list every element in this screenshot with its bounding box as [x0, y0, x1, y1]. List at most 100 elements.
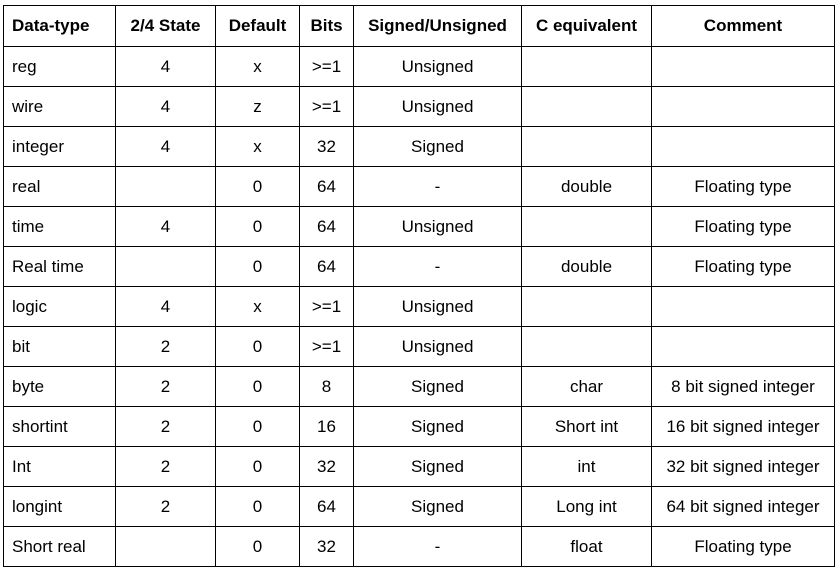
table-row: byte 2 0 8 Signed char 8 bit signed integer	[3, 366, 835, 407]
cell-comment: 64 bit signed integer	[651, 486, 835, 527]
cell-signed-unsigned: Signed	[353, 486, 522, 527]
cell-bits: 32	[299, 446, 354, 487]
table-row: logic 4 x >=1 Unsigned	[3, 286, 835, 327]
cell-comment	[651, 86, 835, 127]
cell-bits: >=1	[299, 86, 354, 127]
cell-comment: Floating type	[651, 246, 835, 287]
cell-signed-unsigned: Signed	[353, 126, 522, 167]
cell-default: z	[215, 86, 300, 127]
table-row: time 4 0 64 Unsigned Floating type	[3, 206, 835, 247]
cell-c-equivalent: char	[521, 366, 652, 407]
cell-state: 4	[115, 46, 216, 87]
cell-comment	[651, 126, 835, 167]
table-header-row: Data-type 2/4 State Default Bits Signed/…	[3, 5, 835, 47]
cell-c-equivalent	[521, 206, 652, 247]
cell-bits: >=1	[299, 286, 354, 327]
cell-data-type: longint	[3, 486, 116, 527]
table-row: Real time 0 64- double Floating type	[3, 246, 835, 287]
cell-signed-unsigned: Unsigned	[353, 326, 522, 367]
header-state: 2/4 State	[115, 5, 216, 47]
cell-state: 4	[115, 126, 216, 167]
header-c-equivalent: C equivalent	[521, 5, 652, 47]
cell-data-type: Real time	[3, 246, 116, 287]
cell-state: 4	[115, 286, 216, 327]
table-row: wire 4 z >=1 Unsigned	[3, 86, 835, 127]
table-body: reg 4 x >=1 Unsigned wire 4 z >=1 Unsigned integer…	[3, 46, 835, 567]
cell-data-type: bit	[3, 326, 116, 367]
cell-state	[115, 166, 216, 207]
header-signed-unsigned: Signed/Unsigned	[353, 5, 522, 47]
cell-c-equivalent: Long int	[521, 486, 652, 527]
cell-default: 0	[215, 246, 300, 287]
cell-comment: 16 bit signed integer	[651, 406, 835, 447]
cell-signed-unsigned: Unsigned	[353, 286, 522, 327]
table-row: real 0 64- double Floating type	[3, 166, 835, 207]
cell-comment: 32 bit signed integer	[651, 446, 835, 487]
cell-state: 2	[115, 446, 216, 487]
cell-signed-unsigned: Signed	[353, 406, 522, 447]
cell-data-type: shortint	[3, 406, 116, 447]
cell-c-equivalent	[521, 286, 652, 327]
cell-default: 0	[215, 486, 300, 527]
cell-comment: Floating type	[651, 526, 835, 567]
cell-signed-unsigned: Unsigned	[353, 86, 522, 127]
cell-signed-unsigned: Unsigned	[353, 46, 522, 87]
cell-default: 0	[215, 206, 300, 247]
cell-default: 0	[215, 526, 300, 567]
cell-signed-unsigned: -	[353, 246, 522, 287]
cell-state: 2	[115, 486, 216, 527]
header-comment: Comment	[651, 5, 835, 47]
cell-comment: 8 bit signed integer	[651, 366, 835, 407]
cell-bits: 64	[299, 166, 354, 207]
table-row: Short real 0 32- float Floating type	[3, 526, 835, 567]
cell-c-equivalent	[521, 326, 652, 367]
table-row: bit 2 0 >=1 Unsigned	[3, 326, 835, 367]
cell-default: 0	[215, 166, 300, 207]
cell-state	[115, 246, 216, 287]
cell-default: 0	[215, 326, 300, 367]
cell-comment	[651, 326, 835, 367]
cell-bits: 64	[299, 246, 354, 287]
table-row: longint 2 0 64 Signed Long int 64 bit signed i…	[3, 486, 835, 527]
cell-state	[115, 526, 216, 567]
cell-default: 0	[215, 446, 300, 487]
cell-bits: 8	[299, 366, 354, 407]
cell-state: 2	[115, 366, 216, 407]
cell-data-type: logic	[3, 286, 116, 327]
cell-data-type: Int	[3, 446, 116, 487]
table-row: integer 4 x 32 Signed	[3, 126, 835, 167]
cell-c-equivalent: double	[521, 166, 652, 207]
cell-bits: 64	[299, 486, 354, 527]
cell-signed-unsigned: -	[353, 526, 522, 567]
cell-comment: Floating type	[651, 206, 835, 247]
cell-state: 2	[115, 326, 216, 367]
cell-comment: Floating type	[651, 166, 835, 207]
cell-c-equivalent: int	[521, 446, 652, 487]
cell-state: 4	[115, 206, 216, 247]
cell-signed-unsigned: Unsigned	[353, 206, 522, 247]
cell-c-equivalent	[521, 126, 652, 167]
cell-c-equivalent: double	[521, 246, 652, 287]
cell-data-type: reg	[3, 46, 116, 87]
cell-bits: 64	[299, 206, 354, 247]
cell-default: 0	[215, 406, 300, 447]
header-data-type: Data-type	[3, 5, 116, 47]
cell-signed-unsigned: Signed	[353, 366, 522, 407]
cell-c-equivalent	[521, 46, 652, 87]
cell-default: x	[215, 126, 300, 167]
cell-data-type: wire	[3, 86, 116, 127]
cell-signed-unsigned: Signed	[353, 446, 522, 487]
header-bits: Bits	[299, 5, 354, 47]
cell-bits: 32	[299, 126, 354, 167]
cell-state: 4	[115, 86, 216, 127]
cell-bits: 32	[299, 526, 354, 567]
cell-data-type: real	[3, 166, 116, 207]
cell-bits: >=1	[299, 326, 354, 367]
cell-bits: >=1	[299, 46, 354, 87]
cell-signed-unsigned: -	[353, 166, 522, 207]
cell-default: x	[215, 46, 300, 87]
cell-c-equivalent: Short int	[521, 406, 652, 447]
cell-comment	[651, 286, 835, 327]
cell-state: 2	[115, 406, 216, 447]
cell-data-type: integer	[3, 126, 116, 167]
